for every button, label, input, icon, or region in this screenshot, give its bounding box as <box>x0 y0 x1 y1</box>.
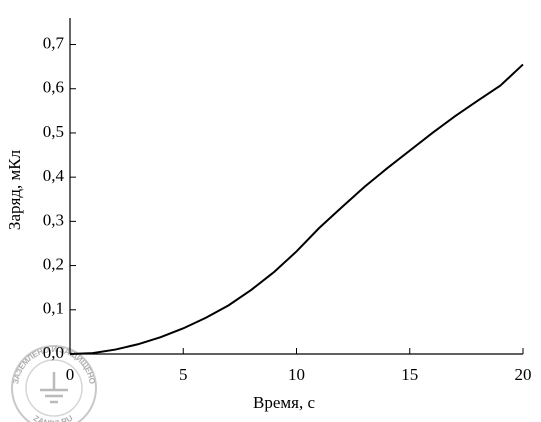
ground-icon <box>40 372 68 404</box>
watermark-ring <box>11 345 97 422</box>
y-tick-label: 0,1 <box>43 299 64 318</box>
y-tick-label: 0,2 <box>43 254 64 273</box>
watermark-inner <box>25 359 83 417</box>
watermark-bottom: ZANDZ.RU <box>32 414 75 422</box>
y-tick-label: 0,6 <box>43 78 64 97</box>
y-axis-label: Заряд, мКл <box>5 149 24 230</box>
watermark-bottom-text: ZANDZ.RU <box>32 414 75 422</box>
x-tick-label: 5 <box>179 365 188 384</box>
x-tick-label: 15 <box>401 365 418 384</box>
x-axis-label: Время, с <box>253 393 315 412</box>
y-tick-label: 0,4 <box>43 166 65 185</box>
y-tick-label: 0,3 <box>43 210 64 229</box>
x-tick-label: 20 <box>515 365 532 384</box>
line <box>69 63 524 355</box>
x-tick-label: 0 <box>66 365 75 384</box>
y-tick-label: 0,5 <box>43 122 64 141</box>
x-tick-label: 10 <box>288 365 305 384</box>
y-tick-label: 0,7 <box>43 33 65 52</box>
y-tick-label: 0,0 <box>43 343 64 362</box>
